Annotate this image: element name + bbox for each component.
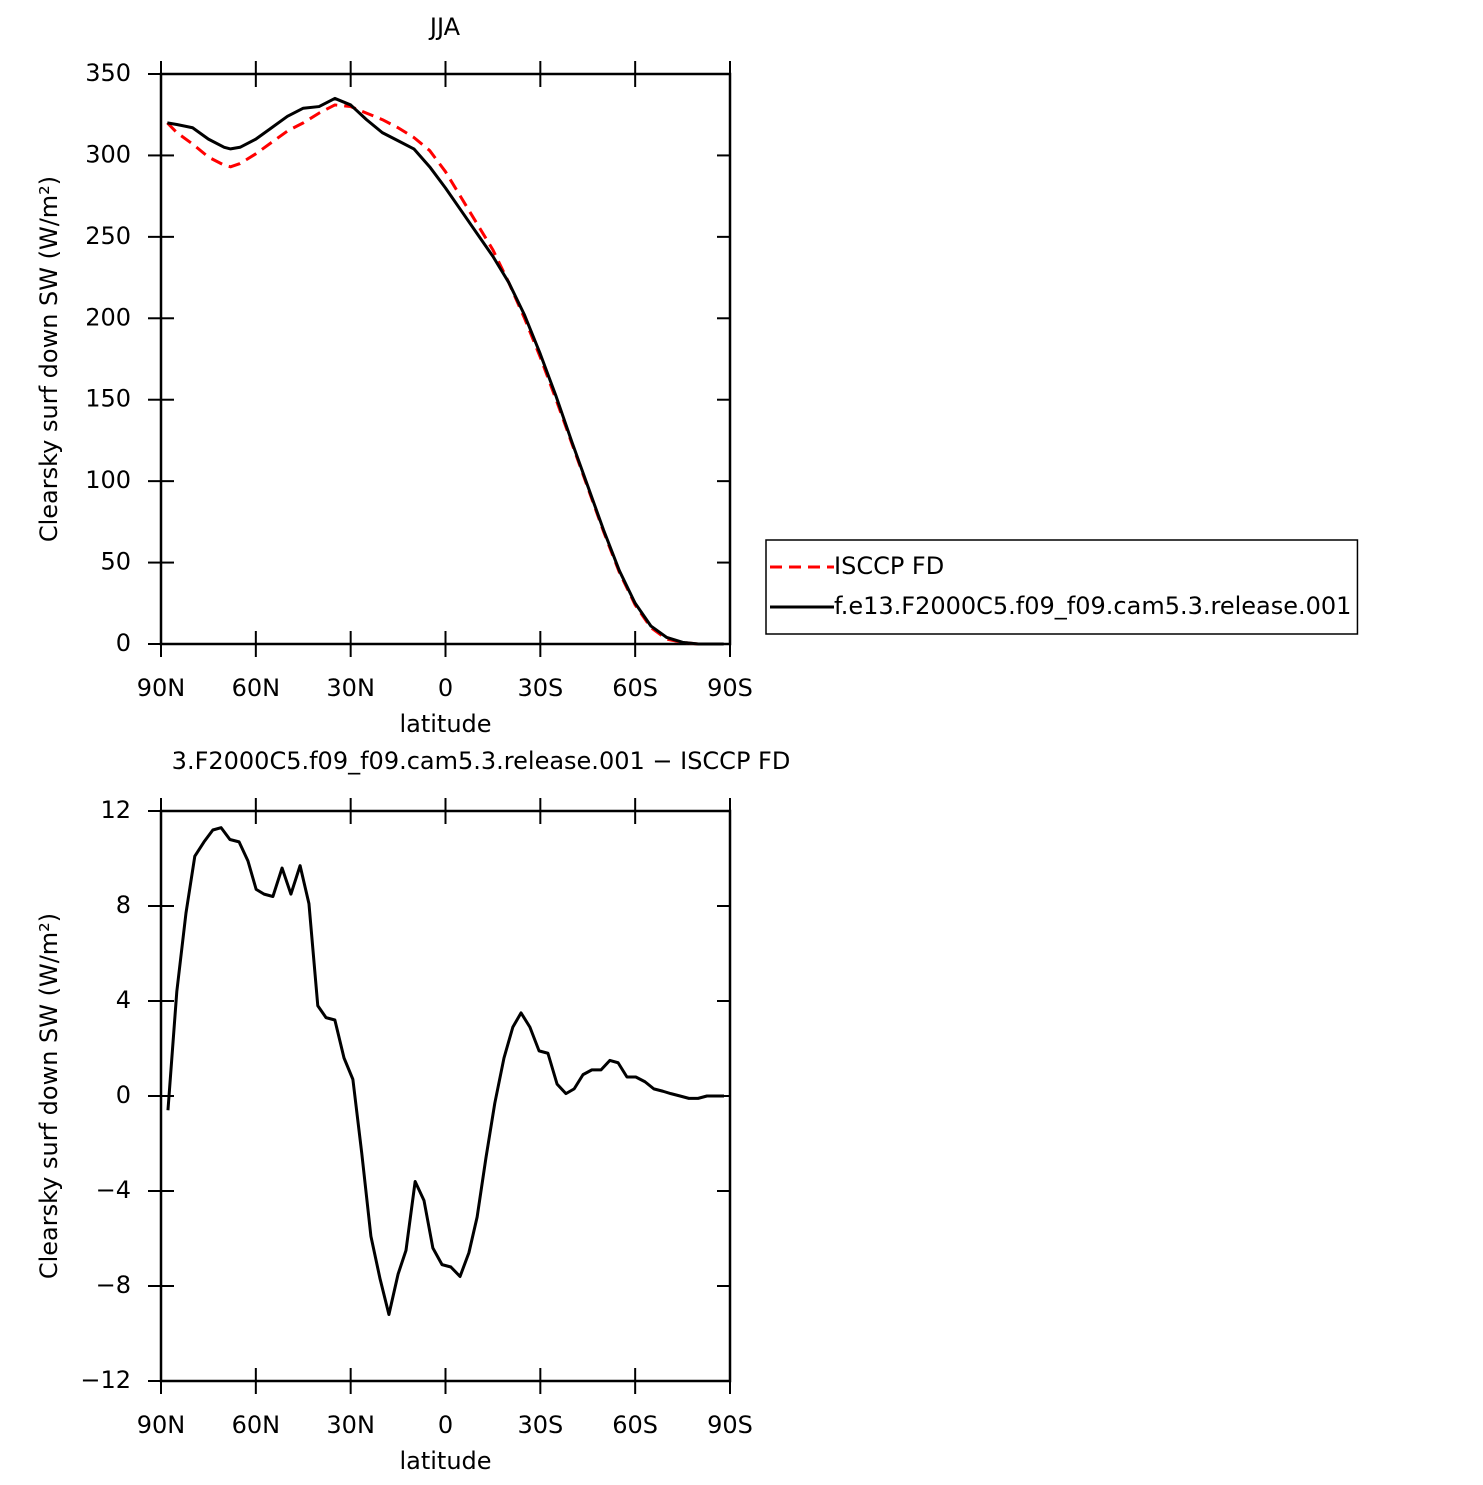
y-tick-label: 0	[116, 629, 131, 657]
y-tick-label: 8	[116, 891, 131, 919]
legend: ISCCP FD f.e13.F2000C5.f09_f09.cam5.3.rel…	[765, 539, 1359, 635]
legend-label: f.e13.F2000C5.f09_f09.cam5.3.release.001	[834, 592, 1351, 620]
y-tick-label: −8	[96, 1271, 131, 1299]
y-tick-label: −4	[96, 1176, 131, 1204]
x-tick-label: 30S	[517, 1411, 563, 1439]
y-tick-label: 4	[116, 986, 131, 1014]
y-tick-label: 250	[85, 222, 131, 250]
legend-label: ISCCP FD	[834, 552, 944, 580]
y-tick-label: 50	[100, 548, 131, 576]
x-tick-label: 90S	[707, 674, 753, 702]
x-tick-label: 30S	[517, 674, 563, 702]
x-tick-label: 60N	[232, 674, 281, 702]
x-tick-label: 30N	[326, 1411, 375, 1439]
chart-title: JJA	[428, 13, 461, 41]
x-tick-label: 0	[438, 1411, 453, 1439]
chart-title: 3.F2000C5.f09_f09.cam5.3.release.001 − I…	[172, 747, 791, 775]
y-tick-label: 300	[85, 140, 131, 168]
x-tick-label: 90N	[137, 1411, 186, 1439]
panel: 3.F2000C5.f09_f09.cam5.3.release.001 − I…	[35, 747, 790, 1475]
x-axis-label: latitude	[399, 1447, 491, 1475]
x-axis-label: latitude	[399, 710, 491, 738]
x-tick-label: 0	[438, 674, 453, 702]
y-tick-label: 200	[85, 303, 131, 331]
data-line	[166, 826, 724, 1316]
x-tick-label: 90N	[137, 674, 186, 702]
y-axis-label: Clearsky surf down SW (W/m²)	[35, 913, 63, 1279]
plot-frame	[159, 809, 732, 1383]
x-tick-label: 90S	[707, 1411, 753, 1439]
y-tick-label: 100	[85, 466, 131, 494]
legend-box	[765, 539, 1359, 635]
x-tick-label: 60N	[232, 1411, 281, 1439]
x-tick-label: 60S	[612, 1411, 658, 1439]
y-tick-label: 12	[100, 796, 131, 824]
data-line	[167, 96, 724, 646]
x-tick-label: 60S	[612, 674, 658, 702]
y-tick-label: −12	[80, 1366, 131, 1394]
x-tick-label: 30N	[326, 674, 375, 702]
y-tick-label: 150	[85, 385, 131, 413]
y-axis-label: Clearsky surf down SW (W/m²)	[35, 176, 63, 542]
y-tick-label: 0	[116, 1081, 131, 1109]
panel: JJA 0 50 100 150 200 250 300 350 90N 60N 30N 0 30S 60S…	[35, 13, 753, 738]
y-tick-label: 350	[85, 59, 131, 87]
